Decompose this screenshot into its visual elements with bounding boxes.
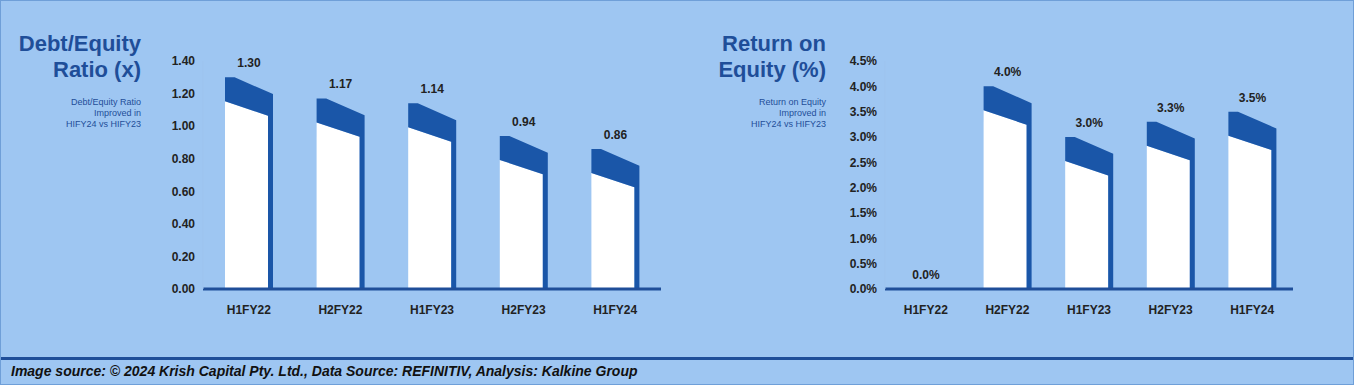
svg-text:0.0%: 0.0% xyxy=(912,268,940,282)
svg-text:3.5%: 3.5% xyxy=(850,105,878,119)
svg-text:1.14: 1.14 xyxy=(421,82,445,96)
svg-text:H1FY22: H1FY22 xyxy=(904,303,948,317)
svg-text:3.3%: 3.3% xyxy=(1157,101,1185,115)
svg-text:4.0%: 4.0% xyxy=(850,80,878,94)
svg-text:0.40: 0.40 xyxy=(172,217,196,231)
html-text:Debt/Equity Ratio (x): Debt/Equity Ratio (x) xyxy=(18,31,141,82)
svg-text:0.86: 0.86 xyxy=(604,128,628,142)
svg-text:3.0%: 3.0% xyxy=(850,130,878,144)
svg-text:0.20: 0.20 xyxy=(172,250,196,264)
html-text:Image source: © 2024 Krish Cap: Image source: © 2024 Krish Capital Pty. … xyxy=(11,363,638,379)
html-text:Return on Equity Improved in H: Return on Equity Improved in HIFY24 vs H… xyxy=(751,97,826,129)
html-text:Return on Equity (%): Return on Equity (%) xyxy=(718,31,826,82)
svg-text:0.94: 0.94 xyxy=(512,115,536,129)
svg-text:1.17: 1.17 xyxy=(329,77,353,91)
svg-text:H1FY23: H1FY23 xyxy=(410,303,454,317)
svg-text:1.0%: 1.0% xyxy=(850,232,878,246)
svg-text:H1FY22: H1FY22 xyxy=(227,303,271,317)
svg-text:H2FY23: H2FY23 xyxy=(1149,303,1193,317)
svg-text:0.00: 0.00 xyxy=(172,282,196,296)
svg-text:H1FY24: H1FY24 xyxy=(1230,303,1274,317)
svg-text:0.80: 0.80 xyxy=(172,152,196,166)
svg-text:H2FY22: H2FY22 xyxy=(318,303,362,317)
svg-text:4.5%: 4.5% xyxy=(850,54,878,68)
svg-text:1.40: 1.40 xyxy=(172,54,196,68)
svg-text:3.0%: 3.0% xyxy=(1076,116,1104,130)
svg-text:H2FY23: H2FY23 xyxy=(502,303,546,317)
svg-text:0.60: 0.60 xyxy=(172,185,196,199)
svg-text:1.20: 1.20 xyxy=(172,87,196,101)
svg-text:1.00: 1.00 xyxy=(172,119,196,133)
html-text:Debt/Equity Ratio Improved in: Debt/Equity Ratio Improved in HIFY24 vs … xyxy=(66,97,141,129)
svg-text:1.5%: 1.5% xyxy=(850,206,878,220)
svg-text:H1FY23: H1FY23 xyxy=(1067,303,1111,317)
svg-text:0.5%: 0.5% xyxy=(850,257,878,271)
svg-text:2.0%: 2.0% xyxy=(850,181,878,195)
svg-text:2.5%: 2.5% xyxy=(850,156,878,170)
svg-text:3.5%: 3.5% xyxy=(1239,91,1267,105)
svg-text:4.0%: 4.0% xyxy=(994,65,1022,79)
svg-text:H2FY22: H2FY22 xyxy=(985,303,1029,317)
svg-text:0.0%: 0.0% xyxy=(850,282,878,296)
svg-text:H1FY24: H1FY24 xyxy=(593,303,637,317)
svg-text:1.30: 1.30 xyxy=(237,56,261,70)
